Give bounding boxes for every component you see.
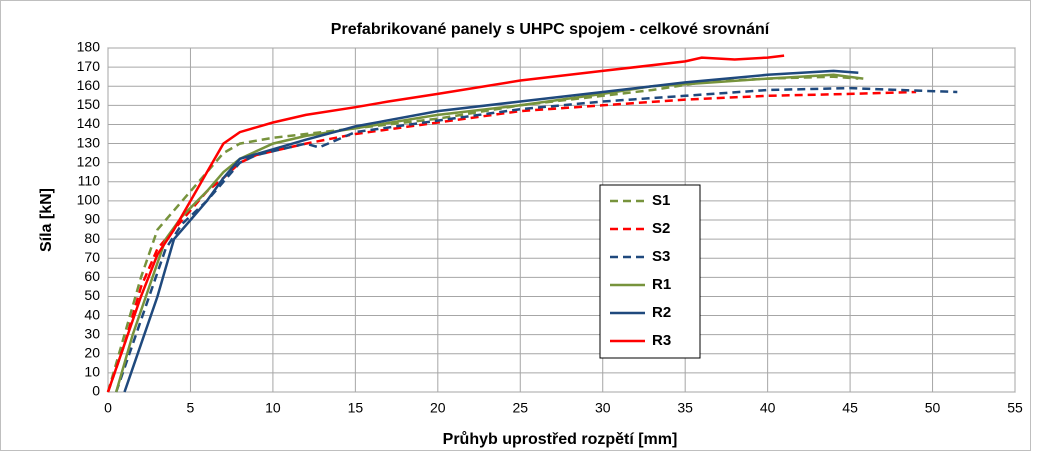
y-tick-label: 20	[84, 344, 100, 360]
y-tick-label: 140	[77, 115, 101, 131]
x-tick-label: 20	[430, 400, 446, 416]
x-tick-label: 10	[265, 400, 281, 416]
y-tick-label: 150	[77, 96, 101, 112]
y-tick-label: 180	[77, 39, 101, 55]
y-tick-label: 40	[84, 306, 100, 322]
y-tick-label: 50	[84, 287, 100, 303]
chart-title: Prefabrikované panely s UHPC spojem - ce…	[331, 21, 770, 38]
y-tick-label: 60	[84, 268, 100, 284]
series-line	[115, 86, 958, 393]
x-tick-label: 30	[595, 400, 611, 416]
x-tick-label: 0	[104, 400, 112, 416]
legend-label: R2	[652, 304, 671, 321]
y-tick-label: 10	[84, 364, 100, 380]
x-tick-label: 50	[925, 400, 941, 416]
y-tick-label: 70	[84, 249, 100, 265]
series-line	[114, 73, 864, 393]
y-tick-label: 80	[84, 230, 100, 246]
y-tick-label: 30	[84, 325, 100, 341]
x-tick-label: 5	[187, 400, 195, 416]
legend-box	[599, 184, 701, 359]
y-tick-label: 130	[77, 134, 101, 150]
legend-label: S2	[652, 220, 670, 237]
legend-label: R1	[652, 276, 671, 293]
y-tick-label: 100	[77, 192, 101, 208]
series-line	[106, 54, 785, 393]
x-tick-label: 45	[842, 400, 858, 416]
series-line	[123, 69, 859, 393]
y-tick-label: 0	[92, 383, 100, 399]
x-tick-label: 25	[512, 400, 528, 416]
legend-label: R3	[652, 332, 671, 349]
y-tick-label: 110	[78, 172, 101, 188]
legend-label: S1	[652, 192, 670, 209]
x-tick-label: 35	[677, 400, 693, 416]
x-axis-label: Průhyb uprostřed rozpětí [mm]	[443, 431, 678, 448]
y-tick-label: 160	[77, 77, 101, 93]
y-axis-label: Síla [kN]	[38, 188, 55, 252]
y-tick-label: 170	[77, 58, 101, 74]
x-tick-label: 55	[1007, 400, 1023, 416]
x-tick-label: 40	[760, 400, 776, 416]
x-tick-label: 15	[348, 400, 364, 416]
y-tick-label: 120	[77, 153, 101, 169]
y-tick-label: 90	[84, 211, 100, 227]
legend-label: S3	[652, 248, 670, 265]
